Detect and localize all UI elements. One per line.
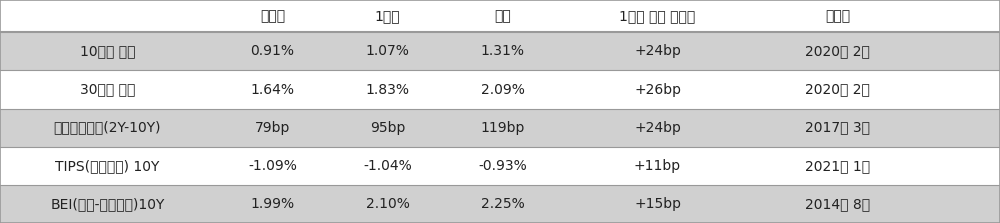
Text: 2020년 2월: 2020년 2월 bbox=[805, 44, 870, 58]
Text: +11bp: +11bp bbox=[634, 159, 681, 173]
Text: 119bp: 119bp bbox=[480, 121, 525, 135]
Text: 2.09%: 2.09% bbox=[481, 83, 524, 97]
Text: 2017년 3월: 2017년 3월 bbox=[805, 121, 870, 135]
Text: 1.07%: 1.07% bbox=[366, 44, 409, 58]
Text: 2020년 2월: 2020년 2월 bbox=[805, 83, 870, 97]
Text: 1.83%: 1.83% bbox=[366, 83, 410, 97]
Text: +26bp: +26bp bbox=[634, 83, 681, 97]
Text: 1.99%: 1.99% bbox=[250, 197, 295, 211]
Text: +24bp: +24bp bbox=[634, 44, 681, 58]
Text: 1.64%: 1.64% bbox=[250, 83, 294, 97]
Text: 장단기금리차(2Y-10Y): 장단기금리차(2Y-10Y) bbox=[54, 121, 161, 135]
Text: BEI(명목-실질금리)10Y: BEI(명목-실질금리)10Y bbox=[50, 197, 165, 211]
Bar bbox=[0, 32, 1000, 70]
Text: 30년물 금리: 30년물 금리 bbox=[80, 83, 135, 97]
Text: -1.04%: -1.04% bbox=[363, 159, 412, 173]
Text: +24bp: +24bp bbox=[634, 121, 681, 135]
Bar bbox=[0, 185, 1000, 223]
Text: 1월말 대비 상승폭: 1월말 대비 상승폭 bbox=[619, 9, 696, 23]
Bar bbox=[0, 147, 1000, 185]
Bar bbox=[0, 70, 1000, 109]
Text: 현재: 현재 bbox=[494, 9, 511, 23]
Text: -0.93%: -0.93% bbox=[478, 159, 527, 173]
Text: 작년말: 작년말 bbox=[260, 9, 285, 23]
Text: 10년물 금리: 10년물 금리 bbox=[80, 44, 135, 58]
Text: 2.25%: 2.25% bbox=[481, 197, 524, 211]
Bar bbox=[0, 0, 1000, 32]
Text: 2021년 1월: 2021년 1월 bbox=[805, 159, 870, 173]
Text: TIPS(실질금리) 10Y: TIPS(실질금리) 10Y bbox=[55, 159, 160, 173]
Text: 전고점: 전고점 bbox=[825, 9, 850, 23]
Text: 79bp: 79bp bbox=[255, 121, 290, 135]
Bar bbox=[0, 109, 1000, 147]
Text: +15bp: +15bp bbox=[634, 197, 681, 211]
Text: 95bp: 95bp bbox=[370, 121, 405, 135]
Text: 1월말: 1월말 bbox=[375, 9, 400, 23]
Text: -1.09%: -1.09% bbox=[248, 159, 297, 173]
Text: 1.31%: 1.31% bbox=[481, 44, 524, 58]
Text: 2.10%: 2.10% bbox=[366, 197, 409, 211]
Text: 0.91%: 0.91% bbox=[250, 44, 294, 58]
Text: 2014년 8월: 2014년 8월 bbox=[805, 197, 870, 211]
